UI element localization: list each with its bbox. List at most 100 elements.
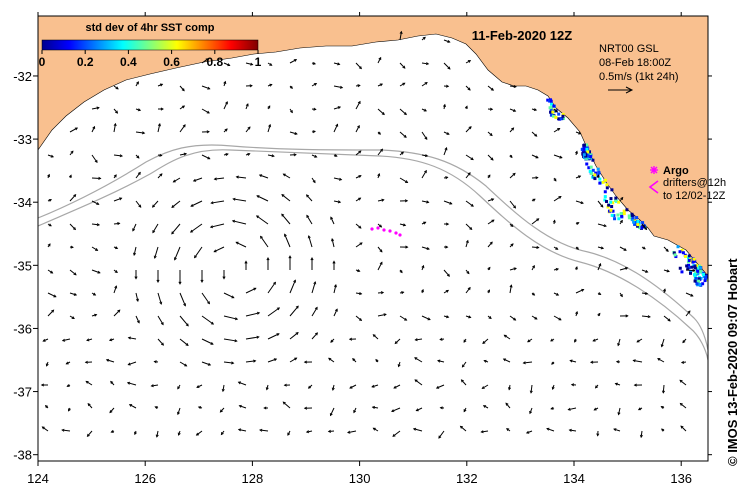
current-arrow bbox=[663, 315, 671, 322]
current-arrowhead bbox=[244, 260, 248, 264]
current-arrowhead bbox=[393, 385, 397, 389]
sst-pixel bbox=[697, 277, 701, 281]
sst-pixel bbox=[548, 99, 552, 103]
current-arrowhead bbox=[65, 361, 69, 365]
sst-pixel bbox=[559, 117, 563, 121]
current-arrowhead bbox=[377, 131, 381, 135]
current-arrowhead bbox=[619, 219, 623, 223]
colorbar-title: std dev of 4hr SST comp bbox=[86, 22, 215, 34]
current-arrowhead bbox=[427, 317, 431, 321]
current-arrowhead bbox=[337, 106, 342, 110]
current-arrowhead bbox=[594, 385, 598, 389]
current-arrow bbox=[546, 428, 555, 432]
current-arrow bbox=[128, 337, 137, 340]
current-arrow bbox=[232, 220, 247, 225]
current-arrowhead bbox=[358, 197, 362, 201]
current-arrowhead bbox=[446, 273, 450, 277]
current-arrowhead bbox=[446, 315, 450, 319]
current-arrowhead bbox=[403, 134, 407, 138]
current-arrowhead bbox=[596, 174, 600, 178]
current-arrow bbox=[179, 315, 189, 327]
sst-pixel bbox=[620, 214, 624, 218]
current-arrowhead bbox=[96, 106, 100, 110]
current-arrow bbox=[201, 315, 214, 325]
current-arrowhead bbox=[182, 124, 186, 128]
current-arrow bbox=[481, 430, 489, 433]
current-arrowhead bbox=[94, 313, 98, 317]
current-arrow bbox=[91, 269, 101, 274]
current-arrowhead bbox=[442, 103, 447, 108]
current-arrowhead bbox=[603, 224, 607, 228]
sst-pixel bbox=[709, 256, 712, 259]
current-arrow bbox=[421, 131, 428, 140]
current-arrowhead bbox=[489, 107, 494, 111]
current-arrowhead bbox=[358, 150, 362, 154]
current-arrowhead bbox=[333, 284, 337, 288]
current-arrow bbox=[414, 357, 423, 363]
current-arrowhead bbox=[381, 112, 385, 116]
sst-pixel bbox=[703, 279, 707, 283]
current-arrow bbox=[353, 407, 357, 413]
current-arrowhead bbox=[445, 289, 450, 293]
sst-pixel bbox=[630, 218, 634, 222]
current-arrowhead bbox=[597, 312, 601, 317]
current-arrowhead bbox=[287, 432, 291, 436]
current-arrow bbox=[113, 285, 117, 294]
model-label: NRT00 GSL bbox=[599, 43, 659, 55]
current-arrowhead bbox=[379, 224, 383, 228]
current-arrowhead bbox=[96, 202, 100, 205]
current-arrow bbox=[355, 315, 362, 321]
current-arrow bbox=[173, 177, 181, 183]
sst-pixel bbox=[695, 282, 699, 286]
current-arrowhead bbox=[491, 198, 495, 202]
current-arrow bbox=[311, 154, 317, 158]
current-arrowhead bbox=[470, 157, 474, 161]
current-arrowhead bbox=[282, 173, 286, 177]
current-arrowhead bbox=[682, 340, 686, 344]
current-arrowhead bbox=[328, 357, 332, 361]
current-arrow bbox=[190, 223, 203, 233]
current-arrow bbox=[685, 310, 691, 317]
current-arrow bbox=[399, 108, 407, 115]
current-arrowhead bbox=[178, 281, 182, 285]
current-arrowhead bbox=[633, 383, 637, 387]
current-arrowhead bbox=[110, 380, 114, 384]
current-arrow bbox=[129, 404, 137, 409]
sst-pixel bbox=[630, 213, 634, 217]
current-arrowhead bbox=[172, 179, 176, 183]
current-arrowhead bbox=[423, 108, 427, 112]
current-arrowhead bbox=[137, 171, 141, 175]
current-arrowhead bbox=[197, 406, 202, 410]
current-arrow bbox=[487, 198, 494, 202]
current-arrow bbox=[504, 334, 511, 340]
current-arrowhead bbox=[570, 383, 575, 387]
current-arrow bbox=[69, 223, 76, 230]
sst-pixel bbox=[616, 213, 620, 217]
current-arrowhead bbox=[307, 235, 311, 239]
sst-pixel bbox=[640, 226, 644, 230]
current-arrowhead bbox=[338, 177, 343, 181]
current-arrowhead bbox=[225, 101, 228, 105]
current-arrow bbox=[267, 307, 280, 317]
current-arrowhead bbox=[47, 243, 51, 247]
current-arrowhead bbox=[438, 435, 442, 439]
current-arrow bbox=[399, 315, 407, 321]
current-arrow bbox=[91, 246, 98, 251]
current-arrow bbox=[330, 216, 335, 225]
current-arrowhead bbox=[568, 428, 572, 432]
current-arrow bbox=[575, 131, 581, 135]
current-arrowhead bbox=[94, 159, 98, 164]
current-arrow bbox=[91, 223, 100, 226]
platform-legend: Argo drifters@12h to 12/02-12Z bbox=[648, 165, 726, 202]
current-arrow bbox=[311, 83, 317, 87]
current-arrowhead bbox=[575, 310, 579, 315]
current-arrowhead bbox=[136, 81, 139, 85]
current-arrow bbox=[487, 241, 493, 248]
x-tick-label: 126 bbox=[134, 471, 156, 486]
current-arrow bbox=[509, 127, 515, 133]
sst-pixel bbox=[603, 195, 607, 199]
current-arrowhead bbox=[335, 123, 339, 127]
current-arrow bbox=[421, 154, 428, 157]
current-arrowhead bbox=[575, 246, 579, 250]
colorbar-tick-label: 1 bbox=[255, 55, 262, 69]
